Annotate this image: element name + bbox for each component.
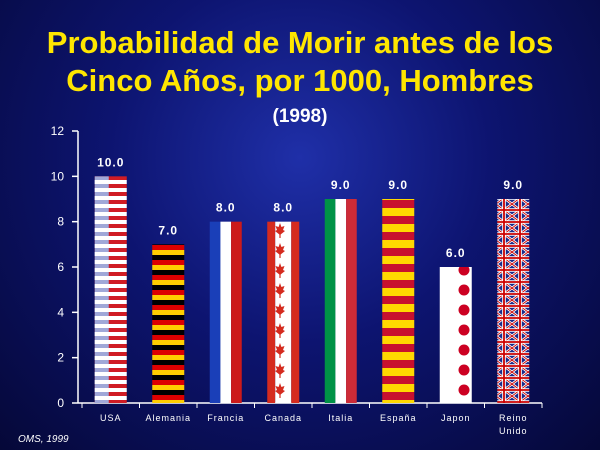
bar-japan-flag xyxy=(439,267,472,403)
bar-value-label: 9.0 xyxy=(331,178,351,192)
bar-green-band xyxy=(324,199,336,403)
bar-fill xyxy=(439,267,472,403)
bar-fill xyxy=(382,199,415,403)
chart-subtitle: (1998) xyxy=(272,106,328,127)
bar-white-band xyxy=(335,199,347,403)
x-category-label: Alemania xyxy=(145,413,191,423)
x-category-label: Japon xyxy=(441,413,471,423)
bar-spain-flag xyxy=(382,199,415,403)
x-category-label: Unido xyxy=(499,426,528,436)
chart-bars xyxy=(94,176,530,403)
y-tick-label: 2 xyxy=(57,351,64,365)
bar-germany-flag xyxy=(152,244,185,403)
bar-uk-flag xyxy=(497,199,530,403)
bar-canton xyxy=(94,176,109,403)
y-tick-label: 8 xyxy=(57,215,64,229)
bar-value-label: 8.0 xyxy=(216,201,236,215)
bar-white-band xyxy=(220,221,232,403)
bar-canada-flag xyxy=(267,221,300,403)
x-category-label: Italia xyxy=(328,413,353,423)
bar-red-band xyxy=(267,221,276,403)
bar-value-label: 9.0 xyxy=(503,178,523,192)
x-category-label: Canada xyxy=(264,413,302,423)
y-tick-label: 4 xyxy=(57,305,64,319)
x-category-label: Francia xyxy=(207,413,244,423)
bar-red-band xyxy=(291,221,300,403)
bar-fill xyxy=(152,244,185,403)
y-tick-label: 6 xyxy=(57,260,64,274)
bar-value-label: 7.0 xyxy=(158,223,178,237)
bar-red-band xyxy=(346,199,357,403)
bar-red-band xyxy=(231,221,242,403)
bar-value-label: 6.0 xyxy=(446,246,466,260)
y-tick-label: 12 xyxy=(51,124,65,138)
x-category-label: Reino xyxy=(499,413,528,423)
y-tick-label: 0 xyxy=(57,396,64,410)
chart-title: Probabilidad de Morir antes de los Cinco… xyxy=(0,24,600,100)
y-tick-label: 10 xyxy=(51,169,65,183)
chart-title-line-1: Probabilidad de Morir antes de los xyxy=(46,25,554,60)
bar-leaf-band xyxy=(275,221,292,403)
bar-value-label: 8.0 xyxy=(273,201,293,215)
chart-labels: 10.0 USA 7.0 Alemania 8.0 Francia 8.0 Canada 9.0… xyxy=(97,155,528,436)
bar-france-flag xyxy=(209,221,242,403)
bar-value-label: 9.0 xyxy=(388,178,408,192)
bar-value-label: 10.0 xyxy=(97,155,124,169)
source-note: OMS, 1999 xyxy=(18,434,69,445)
chart-title-line-2: Cinco Años, por 1000, Hombres xyxy=(66,63,534,98)
bar-blue-band xyxy=(209,221,221,403)
bar-fill xyxy=(497,199,530,403)
x-category-label: España xyxy=(380,413,417,423)
bar-usa-flag xyxy=(94,176,127,403)
bar-italy-flag xyxy=(324,199,357,403)
x-category-label: USA xyxy=(100,413,122,423)
